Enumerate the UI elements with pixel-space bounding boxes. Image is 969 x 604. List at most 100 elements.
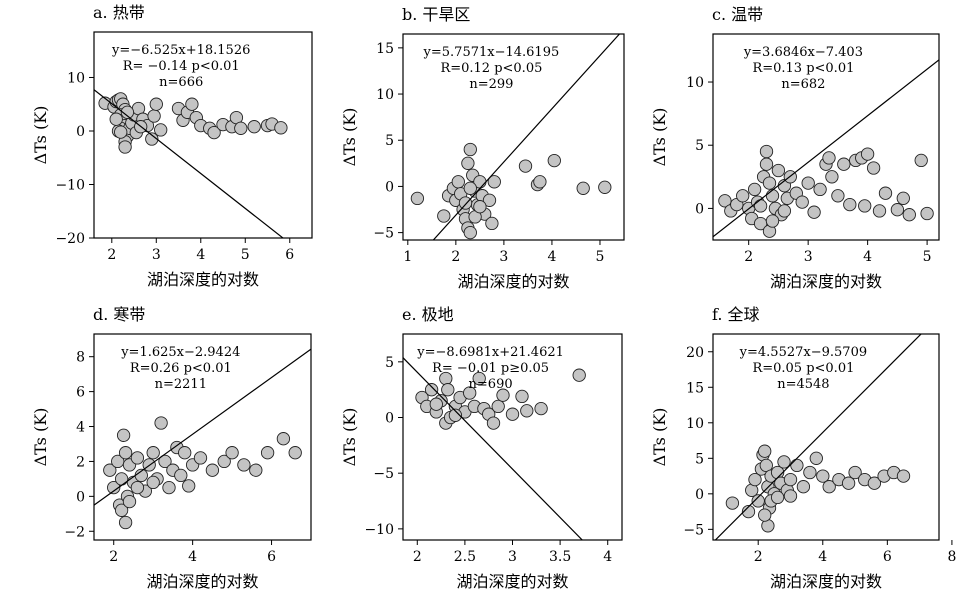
scatter-point (803, 465, 817, 480)
scatter-point (174, 468, 188, 483)
scatter-point (902, 208, 916, 222)
panel-title: f. 全球 (712, 305, 760, 324)
scatter-point (237, 458, 251, 472)
y-tick-label: 20 (686, 345, 704, 361)
y-axis-label: ΔTs (K) (650, 408, 669, 467)
scatter-point (118, 515, 133, 530)
scatter-point (146, 475, 160, 490)
scatter-point (118, 446, 133, 460)
x-tick-label: 2 (744, 249, 753, 265)
scatter-point (598, 180, 612, 194)
y-tick-label: 15 (376, 41, 394, 57)
regression-line (94, 89, 284, 238)
scatter-point (751, 494, 765, 508)
scatter-point (154, 416, 168, 430)
scatter-point (837, 157, 851, 171)
scatter-point (770, 490, 785, 505)
scatter-point (463, 181, 477, 195)
y-tick-label: 5 (695, 138, 704, 154)
scatter-point (759, 144, 774, 159)
scatter-point (429, 397, 443, 411)
scatter-point (858, 199, 872, 213)
x-axis-label: 湖泊深度的对数 (770, 572, 882, 591)
chart-panel-a: a. 热带 2 3 4 5 6 −20 −10 0 10 湖泊深度的对数 ΔTs (K) y=−6.52… (31, 3, 313, 289)
scatter-point (424, 383, 439, 397)
equation-line-2: R=0.05 p<0.01 (752, 361, 854, 376)
scatter-point (247, 120, 261, 134)
scatter-point (118, 140, 132, 154)
y-tick-label: 10 (686, 416, 704, 432)
y-tick-label: 0 (385, 179, 394, 195)
scatter-point (149, 97, 163, 111)
x-tick-label: 3 (499, 249, 508, 265)
scatter-point (741, 504, 756, 519)
x-tick-label: 3 (508, 549, 517, 565)
x-tick-label: 2 (107, 247, 116, 263)
scatter-point (217, 454, 231, 469)
scatter-point (437, 209, 451, 223)
equation-line-2: R= −0.14 p<0.01 (123, 59, 240, 74)
x-tick-label: 4 (818, 549, 827, 565)
scatter-point (225, 446, 239, 460)
scatter-point (547, 153, 561, 168)
y-axis-label: ΔTs (K) (31, 408, 50, 467)
x-axis-label: 湖泊深度的对数 (770, 272, 882, 291)
scatter-point (448, 408, 463, 422)
equation-line-3: n=299 (469, 77, 513, 92)
scatter-points (98, 92, 288, 154)
x-tick-label: 2 (109, 549, 118, 565)
y-tick-label: 0 (76, 124, 85, 140)
scatter-point (762, 176, 777, 190)
scatter-point (867, 476, 882, 490)
x-tick-label: 6 (883, 549, 892, 565)
x-tick-label: 6 (267, 549, 276, 565)
scatter-point (813, 182, 827, 197)
x-tick-label: 1 (403, 249, 412, 265)
equation-line-1: y=1.625x−2.9424 (120, 345, 240, 360)
scatter-point (451, 175, 465, 189)
regression-line (94, 348, 311, 506)
x-tick-label: 4 (196, 247, 205, 263)
scatter-point (114, 503, 129, 517)
plot-frame (93, 31, 313, 239)
scatter-point (576, 181, 590, 195)
scatter-point (758, 444, 772, 458)
scatter-point (518, 159, 533, 173)
scatter-points (103, 416, 302, 530)
scatter-point (896, 191, 910, 205)
x-tick-label: 5 (923, 249, 932, 265)
y-tick-label: 5 (385, 355, 394, 371)
scatter-point (758, 508, 772, 522)
x-tick-label: 5 (241, 247, 250, 263)
y-axis-label: ΔTs (K) (31, 106, 50, 165)
scatter-point (114, 125, 128, 139)
scatter-points (725, 444, 911, 533)
y-tick-label: −5 (373, 466, 394, 482)
equation-line-3: n=2211 (155, 377, 207, 392)
scatter-point (463, 225, 477, 240)
equation-line-1: y=4.5527x−9.5709 (739, 345, 867, 360)
scatter-point (154, 123, 168, 137)
equation-line-2: R=0.13 p<0.01 (752, 61, 854, 76)
scatter-point (718, 194, 732, 208)
scatter-point (122, 494, 137, 509)
scatter-point (860, 147, 875, 161)
scatter-point (485, 216, 499, 231)
plot-frame (712, 33, 940, 241)
y-tick-label: −20 (55, 231, 85, 247)
scatter-point (822, 480, 836, 494)
x-tick-label: 4 (863, 249, 872, 265)
y-tick-label: 10 (67, 70, 85, 86)
scatter-point (458, 196, 473, 210)
x-axis-label: 湖泊深度的对数 (456, 572, 568, 591)
panel-title: a. 热带 (93, 3, 145, 22)
scatter-point (496, 388, 510, 402)
y-tick-label: 4 (76, 420, 85, 436)
scatter-point (482, 193, 497, 207)
scatter-point (193, 451, 208, 465)
scatter-point (920, 206, 934, 221)
scatter-point (783, 472, 798, 487)
scatter-point (515, 389, 529, 404)
regression-line (432, 34, 621, 240)
chart-panel-c: c. 温带 2 3 4 5 0 5 10 湖泊深度的对数 ΔTs (K) y=3.6846x−7.4… (650, 5, 940, 291)
